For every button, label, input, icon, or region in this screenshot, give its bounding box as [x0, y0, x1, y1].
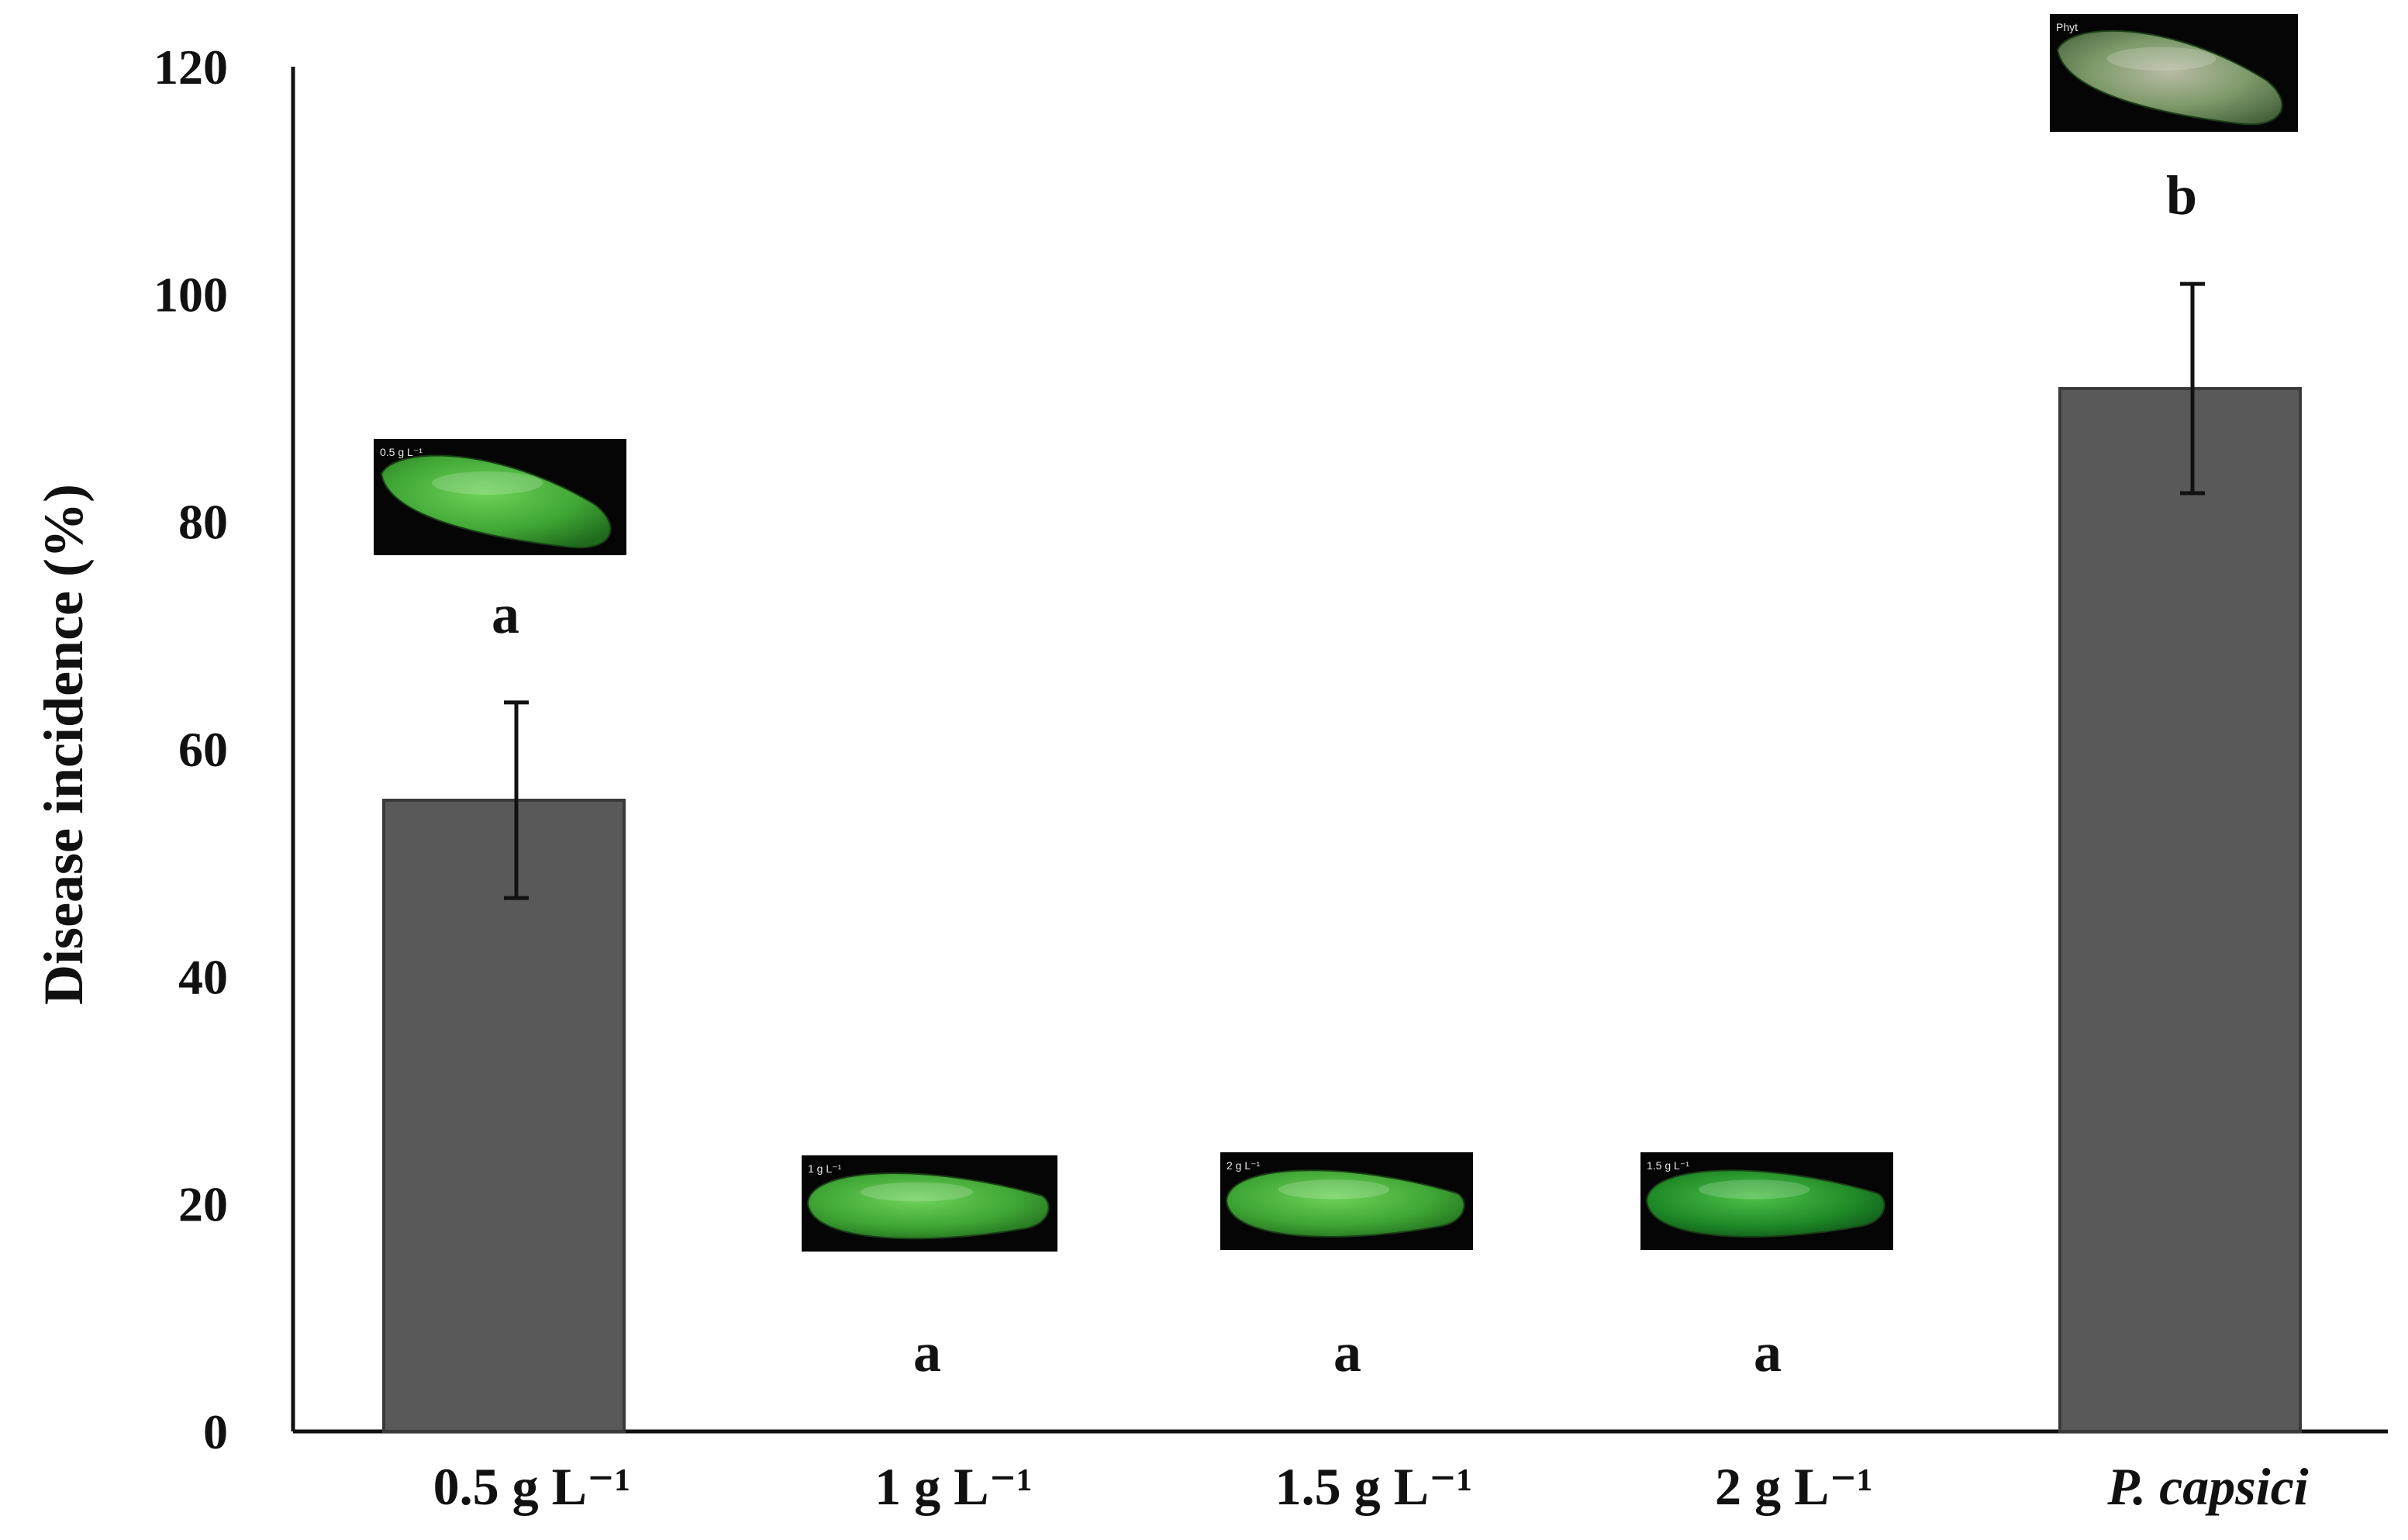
- pepper-photo: 1.5 g L⁻¹: [1640, 1152, 1893, 1250]
- y-tick-label: 100: [154, 267, 228, 322]
- significance-letter: b: [2166, 164, 2197, 226]
- y-tick-label: 60: [178, 722, 228, 777]
- x-category-label: 1.5 g L⁻¹: [1275, 1457, 1473, 1516]
- x-category-label: 1 g L⁻¹: [875, 1457, 1033, 1516]
- significance-letter: a: [1754, 1321, 1782, 1383]
- significance-letter: a: [492, 583, 519, 645]
- significance-letters: a a a a b: [492, 164, 2197, 1383]
- bar: [2058, 387, 2302, 1434]
- photo-caption: 1 g L⁻¹: [808, 1162, 842, 1175]
- y-tick-labels: 0 20 40 60 80 100 120: [154, 40, 228, 1459]
- bars: [382, 387, 2302, 1434]
- error-bar: [2180, 281, 2205, 495]
- significance-letter: a: [1333, 1321, 1361, 1383]
- x-category-label: 0.5 g L⁻¹: [433, 1457, 631, 1516]
- pepper-photo: Phyt: [2050, 14, 2298, 132]
- photo-caption: 0.5 g L⁻¹: [380, 446, 423, 458]
- photo-caption: Phyt: [2056, 21, 2078, 33]
- pepper-photo: 2 g L⁻¹: [1220, 1152, 1473, 1250]
- pepper-photos: 0.5 g L⁻¹ 1 g L⁻¹ 2 g L⁻¹ 1.5 g L⁻¹ Phyt: [374, 14, 2298, 1252]
- error-bar: [504, 700, 529, 900]
- y-tick-label: 20: [178, 1177, 228, 1232]
- photo-caption: 1.5 g L⁻¹: [1647, 1159, 1689, 1172]
- bar: [382, 799, 626, 1433]
- pepper-photo: 1 g L⁻¹: [802, 1155, 1057, 1252]
- x-category-label: P. capsici: [2106, 1457, 2308, 1516]
- error-bars: [504, 281, 2205, 900]
- y-tick-label: 40: [178, 949, 228, 1004]
- x-category-labels: 0.5 g L⁻¹ 1 g L⁻¹ 1.5 g L⁻¹ 2 g L⁻¹ P. capsi…: [433, 1457, 2309, 1516]
- pepper-photo: 0.5 g L⁻¹: [374, 439, 626, 555]
- x-category-label: 2 g L⁻¹: [1715, 1457, 1873, 1516]
- y-tick-label: 120: [154, 40, 228, 95]
- y-axis-title: Disease incidence (%): [33, 484, 95, 1005]
- significance-letter: a: [913, 1321, 941, 1383]
- photo-caption: 2 g L⁻¹: [1226, 1159, 1261, 1172]
- y-tick-label: 80: [178, 495, 228, 550]
- y-tick-label: 0: [203, 1404, 228, 1459]
